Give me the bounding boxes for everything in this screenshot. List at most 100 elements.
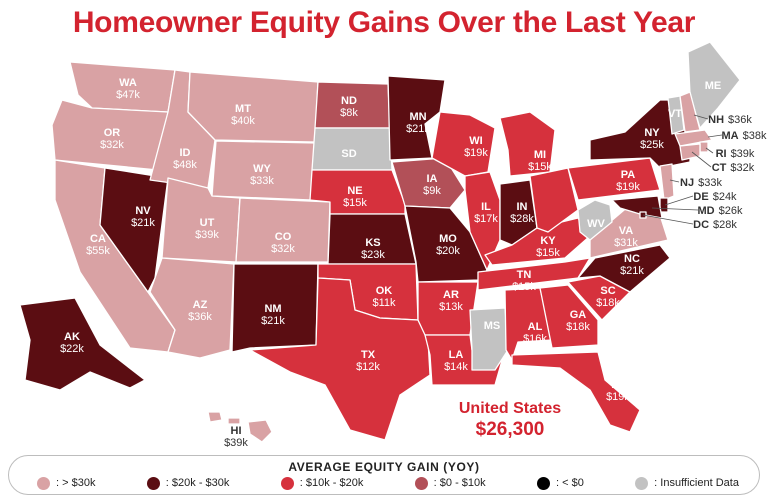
state-vt [667, 95, 685, 135]
state-label-fl: FL$19k [606, 379, 630, 403]
state-label-ks: KS$23k [361, 237, 385, 261]
state-label-il: IL$17k [474, 201, 498, 225]
leader-line [705, 147, 714, 154]
state-label-nh: NH $36k [708, 114, 752, 126]
state-mt [187, 71, 319, 143]
state-label-text: MA $38k [722, 130, 767, 142]
state-label-nc: NC$21k [620, 253, 644, 277]
state-abbr: NJ [680, 177, 694, 189]
state-abbr: CO [275, 231, 292, 243]
state-label-ak: AK$22k [60, 331, 84, 355]
leader-line [669, 179, 680, 183]
state-label-wv: WV [587, 218, 605, 230]
state-label-al: AL$16k [523, 321, 547, 345]
state-value: $32k [271, 243, 295, 255]
state-tn [477, 257, 591, 291]
state-nm [231, 263, 319, 353]
state-value: $16k [523, 333, 547, 345]
legend-items: : > $30k : $20k - $30k : $10k - $20k : $… [37, 475, 739, 491]
state-abbr: MT [235, 103, 251, 115]
state-label-co: CO$32k [271, 231, 295, 255]
state-label-ny: NY$25k [640, 127, 664, 151]
state-value: $32k [730, 162, 754, 174]
state-label-tx: TX$12k [356, 349, 380, 373]
state-abbr: DE [693, 191, 708, 203]
state-label-text: DE $24k [693, 191, 737, 203]
state-abbr: UT [200, 217, 215, 229]
state-hi [207, 411, 273, 443]
state-fl [511, 351, 641, 433]
state-ri [699, 141, 709, 153]
state-value: $15k [536, 247, 560, 259]
state-label-mi: MI$15k [528, 149, 552, 173]
state-abbr: IA [427, 173, 438, 185]
state-abbr: VA [619, 225, 634, 237]
state-value: $11k [372, 297, 396, 309]
state-label-or: OR$32k [100, 127, 124, 151]
state-value: $39k [195, 229, 219, 241]
state-value: $19k [616, 181, 640, 193]
legend: AVERAGE EQUITY GAIN (YOY) : > $30k : $20… [8, 455, 760, 495]
leader-line [664, 195, 694, 206]
state-label-va: VA$31k [614, 225, 638, 249]
state-abbr: MS [484, 320, 501, 332]
legend-swatch [414, 476, 428, 490]
state-de [659, 197, 669, 213]
state-nc [577, 244, 671, 293]
state-ct [679, 143, 701, 161]
state-value: $12k [356, 361, 380, 373]
state-label-tn: TN$15k [512, 269, 536, 293]
state-label-sd: SD [341, 148, 356, 160]
state-value: $33k [250, 175, 274, 187]
state-value: $21k [620, 265, 644, 277]
state-label-nd: ND$8k [340, 95, 358, 119]
legend-label: : > $30k [56, 477, 96, 489]
state-label-la: LA$14k [444, 349, 468, 373]
legend-swatch [635, 476, 649, 490]
legend-label: : < $0 [556, 477, 584, 489]
state-value: $36k [728, 114, 752, 126]
state-value: $8k [340, 107, 358, 119]
state-label-ma: MA $38k [722, 130, 767, 142]
state-abbr: CT [712, 162, 727, 174]
legend-item-gt30: : > $30k [37, 476, 96, 490]
state-label-ut: UT$39k [195, 217, 219, 241]
state-label-mn: MN$21k [406, 111, 430, 135]
state-value: $13k [439, 301, 463, 313]
state-value: $17k [474, 213, 498, 225]
state-abbr: IN [517, 201, 528, 213]
state-abbr: AL [528, 321, 543, 333]
state-label-ok: OK$11k [372, 285, 396, 309]
state-abbr: FL [611, 379, 625, 391]
state-value: $24k [713, 191, 737, 203]
state-abbr: ME [705, 80, 722, 92]
state-value: $55k [86, 245, 110, 257]
leader-line [707, 134, 723, 138]
state-value: $21k [406, 123, 430, 135]
state-label-ia: IA$9k [423, 173, 441, 197]
state-value: $36k [188, 311, 212, 323]
state-ma [674, 129, 713, 147]
us-total-label: United States [458, 400, 562, 417]
state-value: $19k [464, 147, 488, 159]
state-abbr: SC [600, 285, 615, 297]
state-value: $28k [713, 219, 737, 231]
legend-label: : $10k - $20k [299, 477, 364, 489]
state-abbr: WA [119, 77, 137, 89]
state-value: $18k [566, 321, 590, 333]
state-md [611, 195, 663, 219]
leader-line [693, 114, 709, 120]
state-abbr: MI [534, 149, 546, 161]
state-value: $22k [60, 343, 84, 355]
legend-label: : $0 - $10k [433, 477, 486, 489]
state-label-wy: WY$33k [250, 163, 274, 187]
state-label-ar: AR$13k [439, 289, 463, 313]
state-value: $33k [698, 177, 722, 189]
state-abbr: WY [253, 163, 271, 175]
state-abbr: KY [540, 235, 556, 247]
leader-line [691, 151, 712, 168]
state-abbr: NE [347, 185, 362, 197]
state-label-ms: MS [484, 320, 501, 332]
state-ak [19, 297, 146, 391]
state-value: $15k [528, 161, 552, 173]
